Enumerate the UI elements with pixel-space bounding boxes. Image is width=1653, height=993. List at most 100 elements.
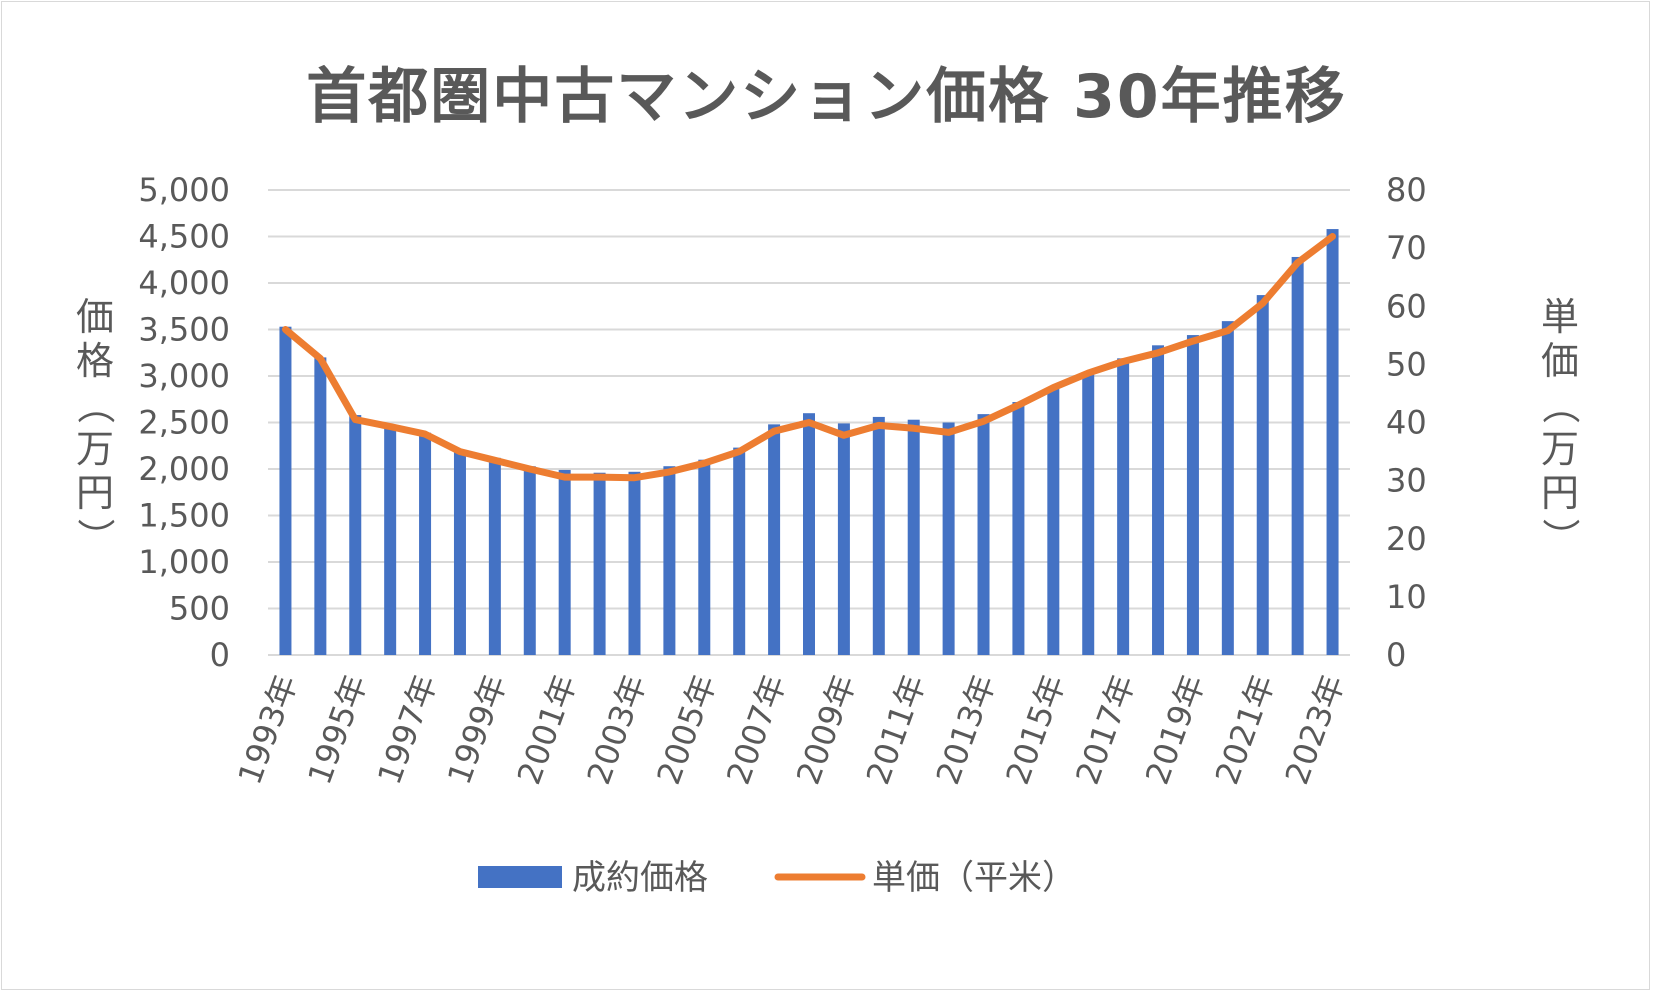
- right-tick-label: 40: [1386, 404, 1427, 442]
- bar: [1256, 295, 1269, 655]
- axis-title-char: 万: [1541, 427, 1579, 471]
- bar: [977, 414, 990, 655]
- bar: [907, 419, 920, 655]
- line-point: [843, 434, 845, 436]
- line-point: [1332, 236, 1334, 237]
- x-tick-label: 2001年: [510, 670, 585, 790]
- line-point: [354, 419, 356, 421]
- line-point: [1192, 340, 1194, 342]
- bar: [1047, 387, 1060, 655]
- line-point: [983, 420, 985, 422]
- x-tick-label: 2011年: [859, 670, 934, 790]
- line-point: [913, 427, 915, 429]
- bar: [453, 450, 466, 655]
- bar: [1117, 358, 1130, 655]
- axis-title-char: 価: [76, 295, 114, 339]
- x-tick-label: 2003年: [579, 670, 654, 790]
- line-point: [459, 451, 461, 453]
- right-axis-ticks: 0 10 20 30 40 50 60 70 80: [1386, 171, 1427, 674]
- bar: [872, 416, 885, 655]
- x-tick-label: 2023年: [1278, 670, 1353, 790]
- x-tick-label: 2015年: [998, 670, 1073, 790]
- x-tick-label: 1993年: [230, 670, 305, 790]
- x-tick-label: 1999年: [440, 670, 515, 790]
- bar: [314, 357, 327, 655]
- axis-title-char: 単: [1541, 295, 1579, 339]
- left-tick-label: 3,500: [138, 311, 230, 349]
- axis-title-char: （: [1538, 386, 1582, 424]
- line-point: [1227, 330, 1229, 332]
- bar: [279, 326, 292, 655]
- line-point: [1017, 404, 1019, 406]
- x-tick-label: 2013年: [929, 670, 1004, 790]
- left-tick-label: 1,500: [138, 497, 230, 535]
- line-point: [424, 433, 426, 435]
- bar: [384, 426, 397, 655]
- axis-title-char: ）: [1538, 518, 1582, 556]
- line-point: [808, 422, 810, 423]
- line-point: [389, 426, 391, 428]
- x-tick-label: 1995年: [300, 670, 375, 790]
- right-tick-label: 70: [1386, 229, 1427, 267]
- chart-title: 首都圏中古マンション価格 30年推移: [306, 62, 1347, 132]
- bar: [803, 413, 815, 655]
- line-point: [284, 329, 286, 330]
- legend-swatch-bar: [478, 866, 562, 888]
- bar: [663, 466, 676, 655]
- x-tick-label: 2021年: [1208, 670, 1283, 790]
- bar: [628, 471, 641, 655]
- left-axis-ticks: 0 500 1,000 1,500 2,000 2,500 3,000 3,500 4,000 4…: [138, 171, 230, 674]
- line-point: [1262, 302, 1264, 304]
- bar: [942, 422, 955, 655]
- legend-label-line: 単価（平米）: [872, 858, 1076, 898]
- bar: [1221, 321, 1234, 655]
- bar-series: [279, 229, 1339, 655]
- line-point: [1297, 262, 1299, 264]
- bar: [768, 424, 781, 655]
- bar: [1012, 402, 1025, 655]
- bar: [558, 469, 571, 655]
- line-point: [1052, 387, 1054, 389]
- x-tick-label: 1997年: [370, 670, 445, 790]
- left-axis-title: 価格（万円）: [73, 295, 117, 556]
- axis-title-char: 価: [1541, 339, 1579, 383]
- axis-title-char: 円: [76, 471, 114, 515]
- line-point: [319, 358, 321, 360]
- right-axis-title: 単価（万円）: [1538, 295, 1582, 556]
- line-point: [738, 451, 740, 453]
- bar: [698, 459, 711, 655]
- line-point: [633, 477, 635, 479]
- line-point: [703, 462, 705, 464]
- left-tick-label: 1,000: [138, 543, 230, 581]
- bar: [837, 423, 850, 655]
- line-point: [1087, 372, 1089, 374]
- x-axis-ticks: 1993年1995年1997年1999年2001年2003年2005年2007年…: [230, 670, 1352, 790]
- bar: [488, 457, 501, 655]
- bar: [523, 466, 536, 655]
- x-tick-label: 2017年: [1068, 670, 1143, 790]
- right-tick-label: 50: [1386, 345, 1427, 383]
- line-point: [494, 459, 496, 461]
- line-point: [773, 430, 775, 432]
- left-tick-label: 0: [210, 636, 230, 674]
- left-tick-label: 3,000: [138, 357, 230, 395]
- right-tick-label: 10: [1386, 578, 1427, 616]
- axis-title-char: 万: [76, 427, 114, 471]
- bar: [349, 415, 362, 655]
- axis-title-char: （: [73, 386, 117, 424]
- x-tick-label: 2005年: [649, 670, 724, 790]
- axis-title-char: 円: [1541, 471, 1579, 515]
- line-point: [668, 471, 670, 473]
- x-tick-label: 2019年: [1138, 670, 1213, 790]
- bar: [419, 432, 432, 655]
- left-tick-label: 500: [169, 590, 230, 628]
- legend-label-bar: 成約価格: [572, 858, 708, 898]
- line-point: [564, 476, 566, 478]
- right-tick-label: 0: [1386, 636, 1406, 674]
- legend: 成約価格 単価（平米）: [478, 858, 1076, 898]
- line-point: [529, 468, 531, 470]
- bar: [1082, 372, 1095, 655]
- left-tick-label: 2,500: [138, 404, 230, 442]
- right-tick-label: 80: [1386, 171, 1427, 209]
